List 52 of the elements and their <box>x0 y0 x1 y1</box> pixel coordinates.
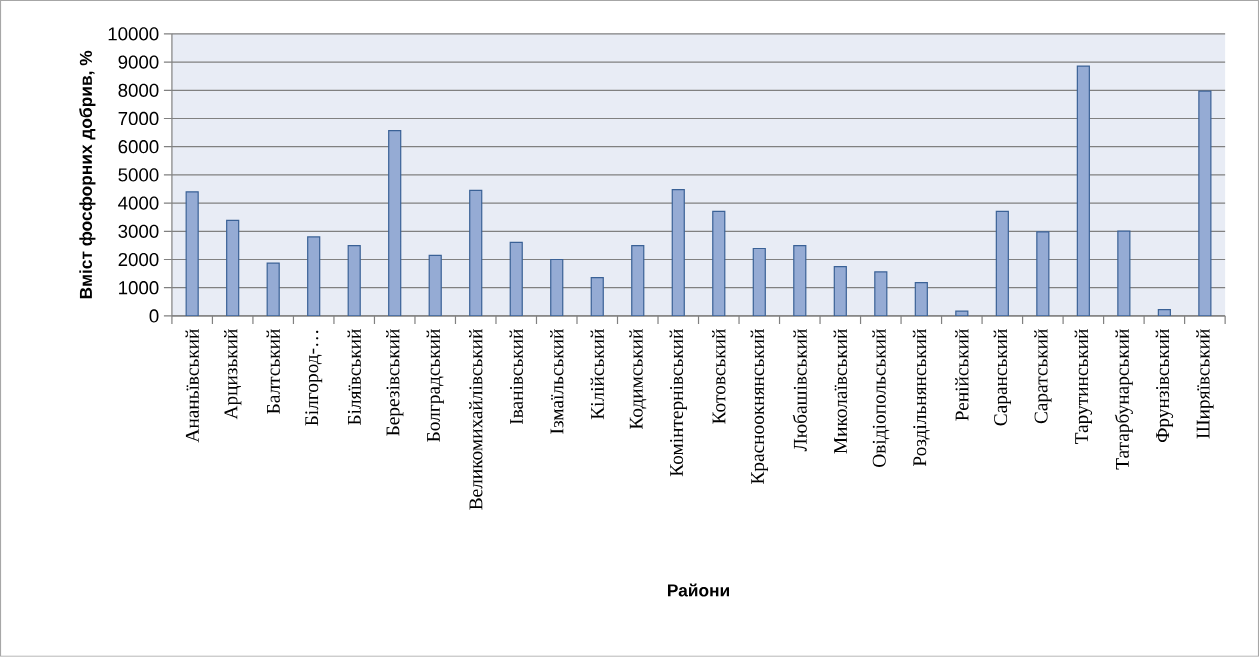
x-tick-label: Ренійський <box>955 329 969 421</box>
x-tick-label: Любашівський <box>792 329 807 452</box>
x-tick-label: Роздільнянський <box>912 329 930 467</box>
x-tick-label: Білгород-… <box>305 330 323 426</box>
y-tick-label: 5000 <box>118 168 159 182</box>
bar <box>995 210 1009 316</box>
y-tick-label: 3000 <box>118 224 159 238</box>
x-tick-label: Великомихайлівський <box>469 329 483 510</box>
x-tick-label: Ширяївський <box>1196 329 1214 439</box>
x-tick-label: Комінтернівський <box>669 329 687 477</box>
bar <box>509 241 523 316</box>
x-tick-label: Овідіопольський <box>872 329 890 467</box>
x-tick-label: Балтський <box>266 329 280 414</box>
y-tick-label: 2000 <box>118 252 159 267</box>
x-tick-label: Саранський <box>993 329 1012 426</box>
y-tick-label: 0 <box>149 309 159 323</box>
bar <box>347 245 361 316</box>
x-axis-title: Райони <box>668 583 729 597</box>
bar <box>752 247 766 316</box>
bar <box>793 245 807 316</box>
y-tick-label: 7000 <box>118 111 159 126</box>
y-tick-label: 6000 <box>118 140 159 154</box>
y-tick-label: 4000 <box>118 196 159 210</box>
y-tick-label: 1000 <box>119 281 159 295</box>
x-tick-label: Тарутинський <box>1074 329 1093 444</box>
x-tick-label: Кодимський <box>629 329 647 430</box>
x-tick-label: Красноокнянський <box>750 329 768 485</box>
x-tick-label: Фрунзівський <box>1155 329 1174 443</box>
bar <box>712 210 726 316</box>
x-tick-label: Миколаївський <box>833 329 848 454</box>
x-tick-label: Татарбунарський <box>1114 329 1133 470</box>
bar <box>185 191 199 316</box>
x-tick-label: Ізмаїльський <box>550 329 564 434</box>
x-tick-label: Саратський <box>1034 329 1052 424</box>
bar <box>469 189 483 316</box>
x-tick-label: Котовський <box>712 329 726 424</box>
bar <box>631 245 645 316</box>
x-tick-label: Болградський <box>426 329 444 442</box>
y-tick-label: 9000 <box>118 55 159 69</box>
bar <box>1076 65 1090 316</box>
bar <box>671 189 685 316</box>
y-tick-label: 10000 <box>108 27 159 41</box>
x-tick-label: Кілійський <box>590 329 604 420</box>
bar <box>388 130 402 316</box>
x-tick-label: Арцизький <box>224 329 242 420</box>
x-tick-label: Ананьївський <box>185 329 199 443</box>
x-tick-label: Іванівський <box>509 329 523 425</box>
bar <box>226 219 240 316</box>
y-axis-title: Вміст фосфорних добрив, % <box>79 50 96 299</box>
x-tick-label: Березівський <box>386 329 404 436</box>
x-tick-label: Біляївський <box>347 329 361 426</box>
y-tick-label: 8000 <box>118 83 159 97</box>
